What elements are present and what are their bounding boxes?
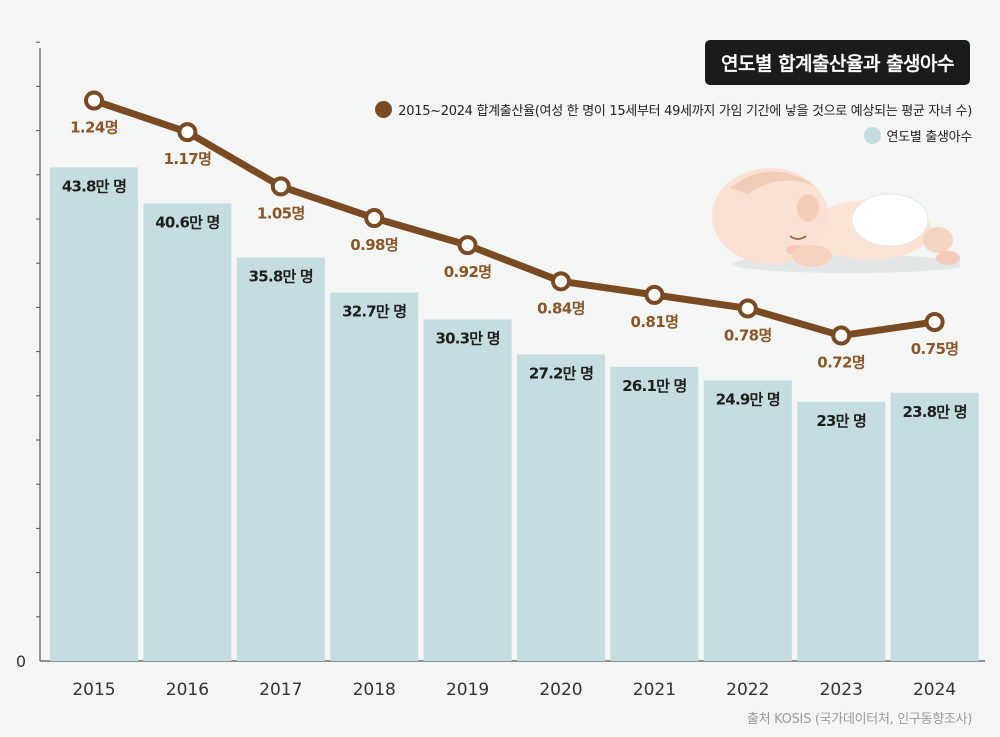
x-tick-label-2024: 2024	[913, 680, 956, 700]
line-point-2020	[551, 271, 571, 292]
legend-bar-marker	[863, 126, 881, 144]
bar-value-label-2023: 23만 명	[816, 412, 866, 430]
bar-value-label-2022: 24.9만 명	[716, 390, 780, 408]
line-layer	[90, 97, 939, 340]
bar-value-label-2018: 32.7만 명	[342, 302, 406, 320]
bar-2019	[423, 319, 512, 661]
bar-value-label-2017: 35.8만 명	[249, 268, 313, 286]
baby-head	[712, 168, 828, 264]
bar-2022	[703, 380, 792, 661]
line-value-label-2020: 0.84명	[537, 299, 585, 317]
x-tick-label-2015: 2015	[72, 680, 115, 700]
baby-ear	[797, 194, 819, 222]
sleeping-baby-illustration	[700, 158, 968, 278]
line-point-2015	[84, 90, 104, 111]
line-point-2022	[737, 298, 758, 319]
legend-line-row: 2015~2024 합계출산율(여성 한 명이 15세부터 49세까지 가임 기…	[375, 96, 972, 122]
line-value-label-2024: 0.75명	[911, 340, 959, 358]
line-label-layer: 1.24명 1.17명 1.05명 0.98명 0.92명 0.84명 0.81명 0.78명…	[70, 119, 959, 372]
baby-eye	[789, 235, 807, 240]
line-point-2018	[364, 208, 385, 229]
legend-bar-label: 연도별 출생아수	[886, 129, 973, 145]
x-tick-label-2021: 2021	[633, 680, 676, 700]
bar-2024	[890, 392, 979, 661]
line-point-2016	[177, 122, 198, 143]
bar-2023	[797, 401, 886, 661]
legend-line-marker	[375, 100, 393, 118]
bar-value-label-2024: 23.8만 명	[902, 403, 966, 421]
line-point-2017	[270, 176, 291, 197]
line-value-label-2021: 0.81명	[630, 313, 678, 331]
chart-title: 연도별 합계출산율과 출생아수	[705, 40, 970, 85]
line-value-label-2023: 0.72명	[817, 354, 865, 372]
x-tick-label-2019: 2019	[446, 680, 489, 700]
bar-2017	[236, 257, 325, 661]
bar-2018	[330, 292, 419, 661]
bar-2020	[517, 354, 605, 661]
bar-value-label-2019: 30.3만 명	[435, 330, 499, 348]
x-tick-label-2016: 2016	[166, 680, 209, 700]
line-point-2019	[457, 235, 478, 256]
x-label-layer: 2015 2016 2017 2018 2019 2020 2021 2022 2023 2024	[72, 680, 956, 700]
bar-layer	[50, 167, 979, 662]
line-value-label-2019: 0.92명	[444, 263, 492, 281]
baby-diaper	[851, 193, 929, 247]
bar-value-label-2021: 26.1만 명	[622, 377, 686, 395]
bar-2021	[610, 366, 699, 661]
source-note: 출처 KOSIS (국가데이터처, 인구동향조사)	[747, 712, 972, 727]
legend-line-label: 2015~2024 합계출산율(여성 한 명이 15세부터 49세까지 가임 기…	[398, 103, 972, 119]
bar-2015	[50, 167, 138, 661]
x-tick-label-2017: 2017	[259, 680, 302, 700]
line-value-label-2017: 1.05명	[257, 204, 305, 222]
baby-leg	[923, 227, 953, 253]
bar-value-label-2015: 43.8만 명	[62, 177, 126, 195]
line-value-label-2015: 1.24명	[70, 119, 118, 137]
bar-2016	[143, 203, 232, 662]
bar-value-label-2020: 27.2만 명	[529, 364, 593, 382]
x-tick-label-2018: 2018	[353, 680, 396, 700]
fertility-rate-line	[90, 97, 939, 340]
x-tick-label-2022: 2022	[726, 680, 769, 700]
x-tick-label-2023: 2023	[820, 680, 863, 700]
y-axis-zero-label: 0	[16, 652, 26, 671]
line-value-label-2022: 0.78명	[724, 326, 772, 344]
point-layer	[84, 90, 945, 346]
bar-value-label-2016: 40.6만 명	[155, 213, 219, 231]
bar-label-layer: 43.8만 명 40.6만 명 35.8만 명 32.7만 명 30.3만 명 27.2만…	[62, 177, 968, 430]
line-point-2021	[644, 284, 665, 305]
baby-hand	[792, 245, 832, 267]
line-value-label-2016: 1.17명	[163, 150, 211, 168]
line-point-2024	[924, 312, 945, 332]
line-point-2023	[831, 325, 852, 346]
baby-hair	[730, 171, 815, 194]
legend-bar-row: 연도별 출생아수	[375, 122, 972, 148]
line-value-label-2018: 0.98명	[350, 236, 398, 254]
legend: 2015~2024 합계출산율(여성 한 명이 15세부터 49세까지 가임 기…	[375, 96, 972, 148]
x-tick-label-2020: 2020	[539, 680, 582, 700]
baby-foot	[936, 251, 960, 265]
